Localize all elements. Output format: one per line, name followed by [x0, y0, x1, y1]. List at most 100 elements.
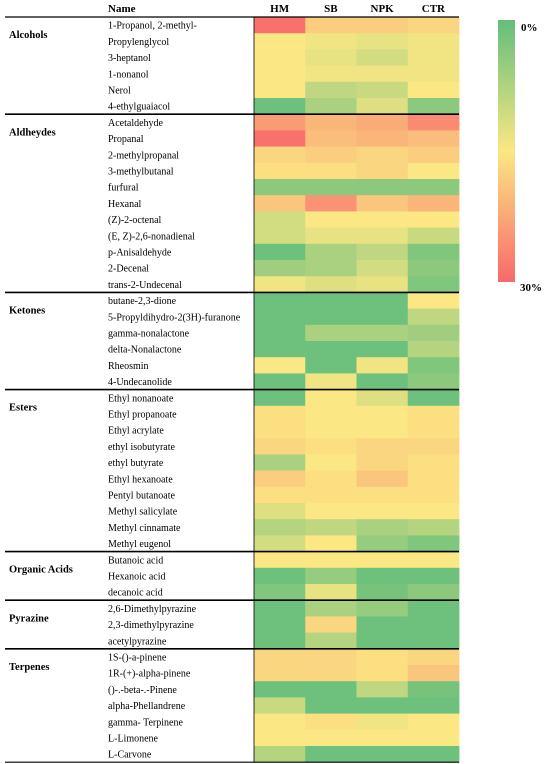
compound-label: 4-Undecanolide	[108, 377, 172, 388]
heatmap-cell	[254, 681, 306, 698]
heatmap-cell	[356, 503, 409, 520]
heatmap-cell	[305, 503, 357, 520]
heatmap-cell	[407, 292, 460, 309]
compound-label: Ethyl acrylate	[108, 426, 164, 437]
heatmap-cell	[407, 584, 460, 601]
heatmap-cell	[356, 373, 409, 390]
heatmap-cell	[356, 98, 409, 115]
column-header-npk: NPK	[371, 3, 395, 15]
heatmap-cell	[356, 260, 409, 277]
heatmap-cell	[254, 632, 306, 650]
heatmap-cell	[254, 211, 306, 228]
compound-label: delta-Nonalactone	[108, 345, 182, 356]
heatmap-cell	[305, 697, 357, 714]
heatmap-cell	[407, 65, 460, 83]
compound-label: Butanoic acid	[108, 555, 163, 566]
column-header-sb: SB	[324, 3, 338, 15]
heatmap-cell	[407, 33, 460, 50]
heatmap-cell	[407, 648, 460, 666]
heatmap-cell	[305, 389, 357, 407]
heatmap-cell	[356, 195, 409, 212]
heatmap-cell	[407, 600, 460, 617]
compound-label: Hexanal	[108, 199, 142, 210]
heatmap-cell	[356, 308, 409, 326]
heatmap-cell	[254, 405, 306, 423]
heatmap-cell	[305, 260, 357, 277]
heatmap-cell	[305, 130, 357, 147]
heatmap-cell	[356, 454, 409, 471]
heatmap-cell	[305, 65, 357, 83]
heatmap-cell	[407, 276, 460, 293]
heatmap-cell	[407, 49, 460, 66]
heatmap-cell	[254, 49, 306, 66]
heatmap-cell	[254, 179, 306, 196]
heatmap-cell	[305, 681, 357, 698]
heatmap-cell	[305, 438, 357, 455]
heatmap-cell	[407, 729, 460, 747]
compound-label: Nerol	[108, 85, 131, 96]
category-label: Ketones	[9, 305, 45, 316]
heatmap-cell	[407, 17, 460, 34]
heatmap-cell	[305, 713, 357, 731]
heatmap-cell	[305, 405, 357, 423]
compound-label: 2,6-Dimethylpyrazine	[108, 604, 197, 615]
heatmap-cell	[305, 243, 357, 261]
category-label: Esters	[9, 403, 37, 414]
heatmap-cell	[407, 665, 460, 682]
heatmap-cell	[305, 49, 357, 66]
heatmap-cell	[305, 341, 357, 358]
heatmap-cell	[356, 729, 409, 747]
heatmap-cell	[254, 519, 306, 536]
compound-label: Propylenglycol	[108, 37, 169, 48]
column-header-ctr: CTR	[422, 3, 446, 15]
compound-label: 5-Propyldihydro-2(3H)-furanone	[108, 312, 241, 323]
heatmap-cell	[254, 81, 306, 99]
compound-label: furfural	[108, 183, 139, 194]
heatmap-cell	[305, 373, 357, 390]
heatmap-cell	[254, 422, 306, 439]
heatmap-cell	[305, 584, 357, 601]
heatmap-cell	[305, 567, 357, 585]
compound-label: 1-Propanol, 2-methyl-	[108, 21, 197, 32]
heatmap-cell	[305, 422, 357, 439]
heatmap-cell	[356, 648, 409, 666]
heatmap-cell	[356, 600, 409, 617]
heatmap-cell	[407, 179, 460, 196]
heatmap-cell	[305, 324, 357, 342]
heatmap-cell	[356, 146, 409, 164]
heatmap-cell	[254, 584, 306, 601]
compound-label: Methyl cinnamate	[108, 523, 181, 534]
heatmap-cell	[254, 600, 306, 617]
heatmap-cell	[407, 308, 460, 326]
heatmap-cell	[254, 648, 306, 666]
compound-label: Ethyl hexanoate	[108, 474, 173, 485]
heatmap-cell	[356, 162, 409, 180]
heatmap-cell	[407, 195, 460, 212]
heatmap-cell	[305, 357, 357, 374]
heatmap-cell	[407, 535, 460, 552]
heatmap-cell	[254, 146, 306, 164]
heatmap-cell	[356, 227, 409, 245]
heatmap-cell	[407, 114, 460, 131]
heatmap-cell	[407, 162, 460, 180]
heatmap-cell	[305, 600, 357, 617]
heatmap-cell	[254, 486, 306, 504]
heatmap-cell	[407, 567, 460, 585]
heatmap-cell	[407, 454, 460, 471]
compound-label: gamma- Terpinene	[108, 717, 183, 728]
heatmap-cell	[356, 81, 409, 99]
heatmap-cell	[305, 162, 357, 180]
compound-label: ()-.-beta-.-Pinene	[108, 685, 177, 696]
heatmap-cell	[254, 729, 306, 747]
heatmap-cell	[254, 33, 306, 50]
heatmap-cell	[254, 567, 306, 585]
compound-label: 1-nonanol	[108, 69, 149, 80]
compound-label: L-Limonene	[108, 733, 159, 744]
compound-label: Methyl salicylate	[108, 507, 178, 518]
heatmap-cell	[254, 292, 306, 309]
heatmap-cell	[407, 341, 460, 358]
compound-label: p-Anisaldehyde	[108, 247, 172, 258]
heatmap-cell	[407, 486, 460, 504]
heatmap-cell	[254, 260, 306, 277]
